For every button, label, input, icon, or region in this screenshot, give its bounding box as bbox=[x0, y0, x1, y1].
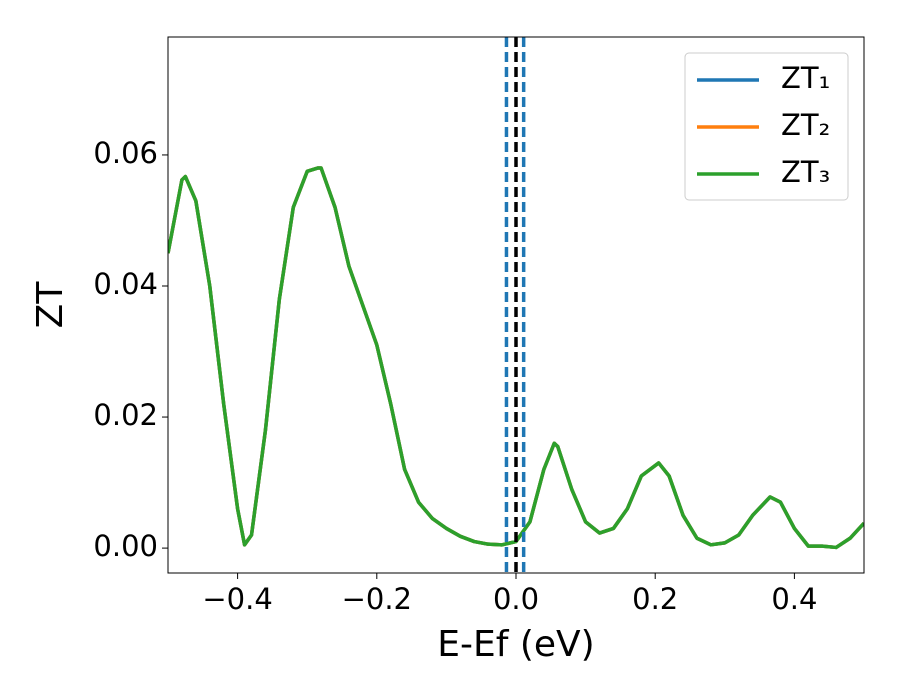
x-axis-label: E-Ef (eV) bbox=[437, 624, 594, 665]
y-tick-label: 0.00 bbox=[93, 529, 158, 563]
y-axis-label: ZT bbox=[30, 281, 71, 329]
x-tick-label: −0.4 bbox=[202, 582, 272, 616]
y-tick-label: 0.06 bbox=[93, 136, 158, 170]
legend-label: ZT₂ bbox=[781, 108, 830, 142]
x-tick-label: 0.2 bbox=[632, 582, 678, 616]
x-tick-label: −0.2 bbox=[342, 582, 412, 616]
x-tick-label: 0.0 bbox=[493, 582, 539, 616]
line bbox=[168, 166, 864, 550]
y-tick-label: 0.02 bbox=[93, 398, 158, 432]
legend-box bbox=[684, 52, 849, 201]
y-tick-label: 0.04 bbox=[93, 267, 158, 301]
legend-label: ZT₁ bbox=[781, 61, 830, 95]
legend-label: ZT₃ bbox=[781, 155, 830, 189]
x-tick-label: 0.4 bbox=[771, 582, 817, 616]
